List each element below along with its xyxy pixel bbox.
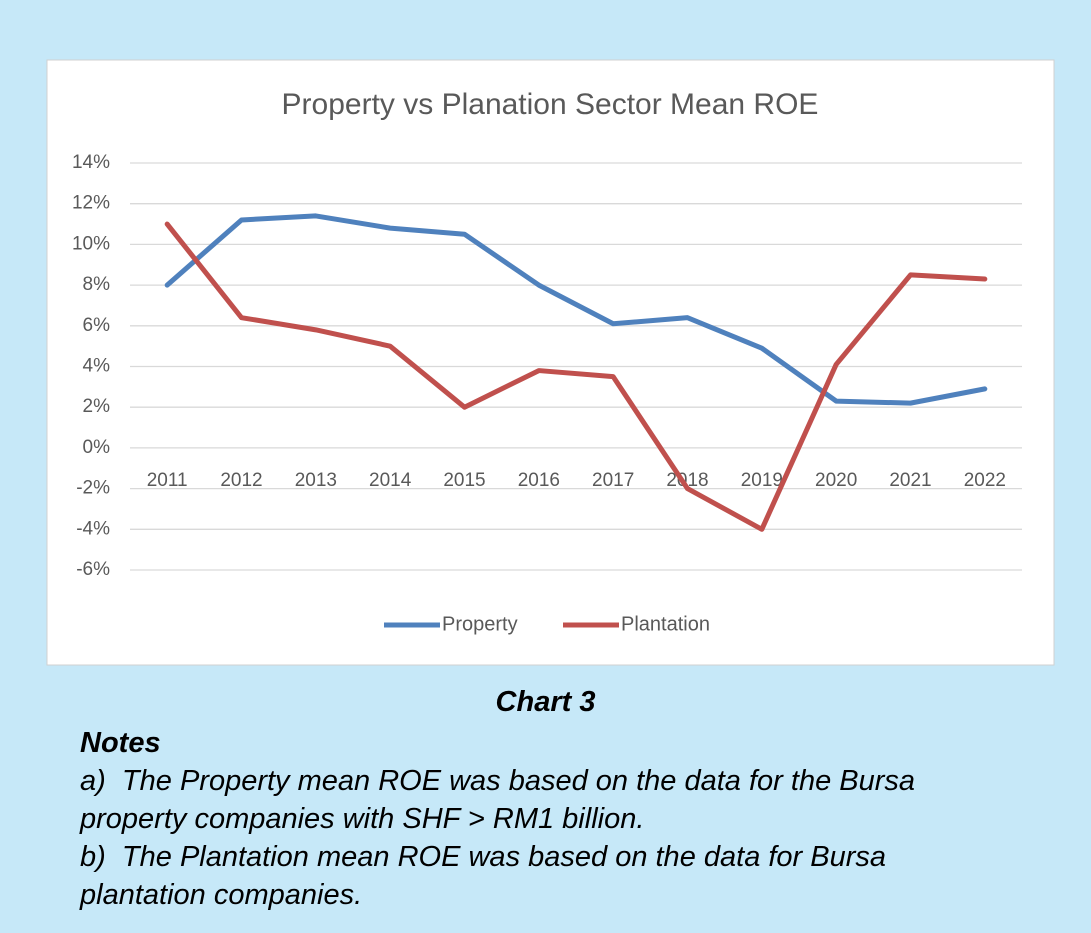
y-tick-label: 4% <box>83 356 111 377</box>
note-label: b) <box>80 841 106 873</box>
legend-label: Plantation <box>621 613 710 635</box>
legend-label: Property <box>442 613 518 635</box>
series-line <box>164 221 988 532</box>
x-tick-label: 2019 <box>741 470 783 491</box>
y-tick-label: 6% <box>83 315 111 336</box>
note-text: The Plantation mean ROE was based on the… <box>80 841 887 911</box>
note-text: The Property mean ROE was based on the d… <box>80 765 916 835</box>
y-tick-label: 14% <box>72 152 110 173</box>
notes: Notes a) The Property mean ROE was based… <box>80 724 1000 914</box>
series-line <box>164 213 988 406</box>
x-tick-label: 2014 <box>369 470 412 491</box>
caption: Chart 3 <box>495 686 596 718</box>
y-tick-label: -6% <box>76 559 110 580</box>
x-tick-label: 2016 <box>518 470 560 491</box>
x-tick-label: 2022 <box>964 470 1006 491</box>
y-tick-label: 10% <box>72 233 110 254</box>
y-tick-label: 2% <box>83 396 111 417</box>
y-tick-label: 8% <box>83 274 111 295</box>
x-tick-label: 2015 <box>443 470 485 491</box>
notes-title: Notes <box>80 727 161 759</box>
y-tick-label: 0% <box>83 437 111 458</box>
x-tick-label: 2020 <box>815 470 857 491</box>
chart-title: Property vs Planation Sector Mean ROE <box>282 88 819 121</box>
chart: Property vs Planation Sector Mean ROE -6… <box>46 59 1055 666</box>
chart-box <box>46 59 1055 666</box>
x-tick-label: 2021 <box>889 470 931 491</box>
x-tick-label: 2017 <box>592 470 634 491</box>
note: b) The Plantation mean ROE was based on … <box>80 838 1000 914</box>
note: a) The Property mean ROE was based on th… <box>80 762 1000 838</box>
x-tick-label: 2011 <box>147 470 188 491</box>
x-tick-label: 2012 <box>220 470 262 491</box>
y-tick-label: -4% <box>76 518 110 539</box>
y-tick-label: 12% <box>72 193 110 214</box>
x-tick-label: 2013 <box>295 470 337 491</box>
y-tick-label: -2% <box>76 478 110 499</box>
note-label: a) <box>80 765 106 797</box>
